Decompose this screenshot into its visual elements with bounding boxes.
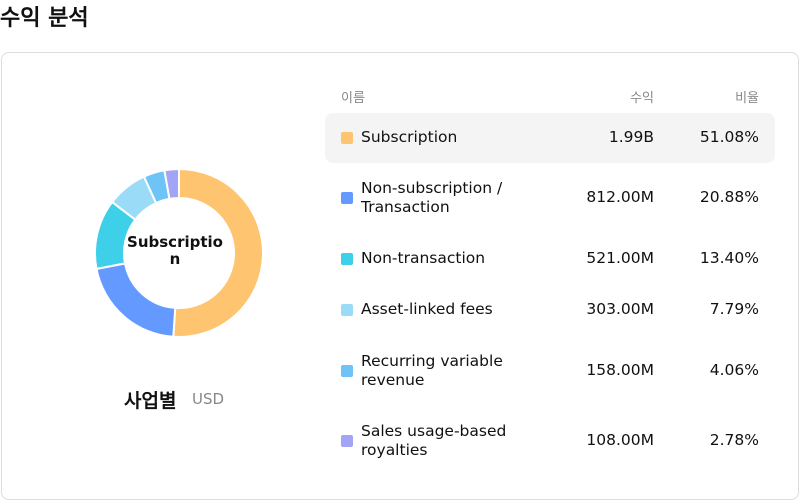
- table-row[interactable]: Sales usage-based royalties 108.00M 2.78%: [325, 416, 775, 466]
- row-ratio: 13.40%: [699, 249, 759, 267]
- center-label: Subscription: [127, 233, 223, 268]
- legend-swatch: [341, 435, 353, 447]
- table-row[interactable]: Recurring variable revenue 158.00M 4.06%: [325, 346, 775, 396]
- legend-swatch: [341, 304, 353, 316]
- table-row[interactable]: Non-subscription / Transaction 812.00M 20.…: [325, 173, 775, 223]
- page-title: 수익 분석: [0, 6, 89, 31]
- row-revenue: 303.00M: [586, 300, 654, 318]
- row-name: Non-subscription / Transaction: [361, 179, 503, 216]
- legend-swatch: [341, 132, 353, 144]
- legend-swatch: [341, 365, 353, 377]
- legend-swatch: [341, 192, 353, 204]
- donut-slice[interactable]: [163, 167, 180, 200]
- donut-slice[interactable]: [95, 262, 177, 338]
- unit: USD: [192, 390, 225, 408]
- header-revenue: 수익: [630, 91, 654, 106]
- row-name: Asset-linked fees: [361, 300, 493, 318]
- row-revenue: 1.99B: [608, 128, 654, 146]
- header-ratio: 비율: [735, 91, 759, 106]
- row-name: Subscription: [361, 128, 458, 146]
- caption: 사업별: [124, 390, 177, 412]
- row-ratio: 20.88%: [699, 188, 759, 206]
- row-revenue: 812.00M: [586, 188, 654, 206]
- row-ratio: 7.79%: [709, 300, 759, 318]
- table-row[interactable]: Non-transaction 521.00M 13.40%: [325, 234, 775, 284]
- donut-chart: [94, 167, 264, 338]
- row-revenue: 108.00M: [586, 431, 654, 449]
- legend-swatch: [341, 253, 353, 265]
- row-ratio: 51.08%: [699, 128, 759, 146]
- row-name: Non-transaction: [361, 249, 486, 267]
- header-name: 이름: [341, 91, 365, 106]
- row-revenue: 521.00M: [586, 249, 654, 267]
- card: [1, 52, 799, 500]
- row-ratio: 4.06%: [709, 361, 759, 379]
- table-row[interactable]: Subscription 1.99B 51.08%: [325, 113, 775, 163]
- row-name: Recurring variable revenue: [361, 352, 503, 389]
- row-revenue: 158.00M: [586, 361, 654, 379]
- table-row[interactable]: Asset-linked fees 303.00M 7.79%: [325, 285, 775, 335]
- row-name: Sales usage-based royalties: [361, 422, 507, 459]
- donut-slice[interactable]: [172, 167, 264, 338]
- row-ratio: 2.78%: [709, 431, 759, 449]
